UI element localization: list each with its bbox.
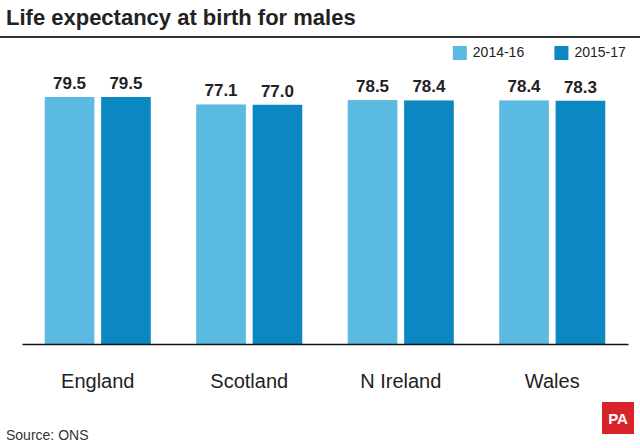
- logo-text: PA: [608, 410, 628, 427]
- bar: [253, 105, 303, 344]
- bar: [556, 101, 606, 344]
- tick-label: Wales: [525, 370, 580, 392]
- data-label: 78.5: [356, 77, 389, 96]
- logo-box: [602, 402, 634, 434]
- data-labels: 79.5 77.1 78.5 78.4 79.5 77.0 78.4 78.3: [53, 74, 597, 101]
- data-label: 78.4: [412, 77, 446, 96]
- data-label: 79.5: [53, 74, 86, 93]
- bars: [45, 97, 606, 344]
- tick: N Ireland: [360, 344, 441, 392]
- title-rule: [0, 36, 640, 38]
- bar: [45, 97, 95, 344]
- legend-label: 2015-17: [574, 44, 626, 60]
- data-label: 79.5: [109, 74, 142, 93]
- legend-swatch: [453, 46, 467, 60]
- x-axis: England Scotland N Ireland Wales: [23, 344, 629, 392]
- tick: Wales: [525, 344, 580, 392]
- title: Life expectancy at birth for males: [6, 5, 356, 30]
- data-label: 78.4: [507, 77, 541, 96]
- axis-line: [23, 344, 629, 346]
- chart: Life expectancy at birth for males 79.5 77…: [0, 0, 640, 448]
- data-label: 78.3: [564, 78, 597, 97]
- tick: Scotland: [210, 344, 288, 392]
- bar: [101, 97, 151, 344]
- logo: PA: [602, 402, 634, 434]
- legend-label: 2014-16: [473, 44, 525, 60]
- legend-swatch: [554, 46, 568, 60]
- bar: [196, 104, 246, 344]
- bar: [499, 100, 549, 344]
- tick: England: [61, 344, 134, 392]
- data-label: 77.1: [204, 81, 237, 100]
- data-label: 77.0: [261, 82, 294, 101]
- legend-item: 2015-17: [554, 44, 626, 60]
- tick-label: Scotland: [210, 370, 288, 392]
- legend-item: 2014-16: [453, 44, 525, 60]
- tick-label: N Ireland: [360, 370, 441, 392]
- bar: [348, 100, 398, 344]
- legend: 2014-16 2015-17: [453, 44, 626, 60]
- bar: [404, 100, 454, 344]
- source: Source: ONS: [6, 427, 88, 443]
- tick-label: England: [61, 370, 134, 392]
